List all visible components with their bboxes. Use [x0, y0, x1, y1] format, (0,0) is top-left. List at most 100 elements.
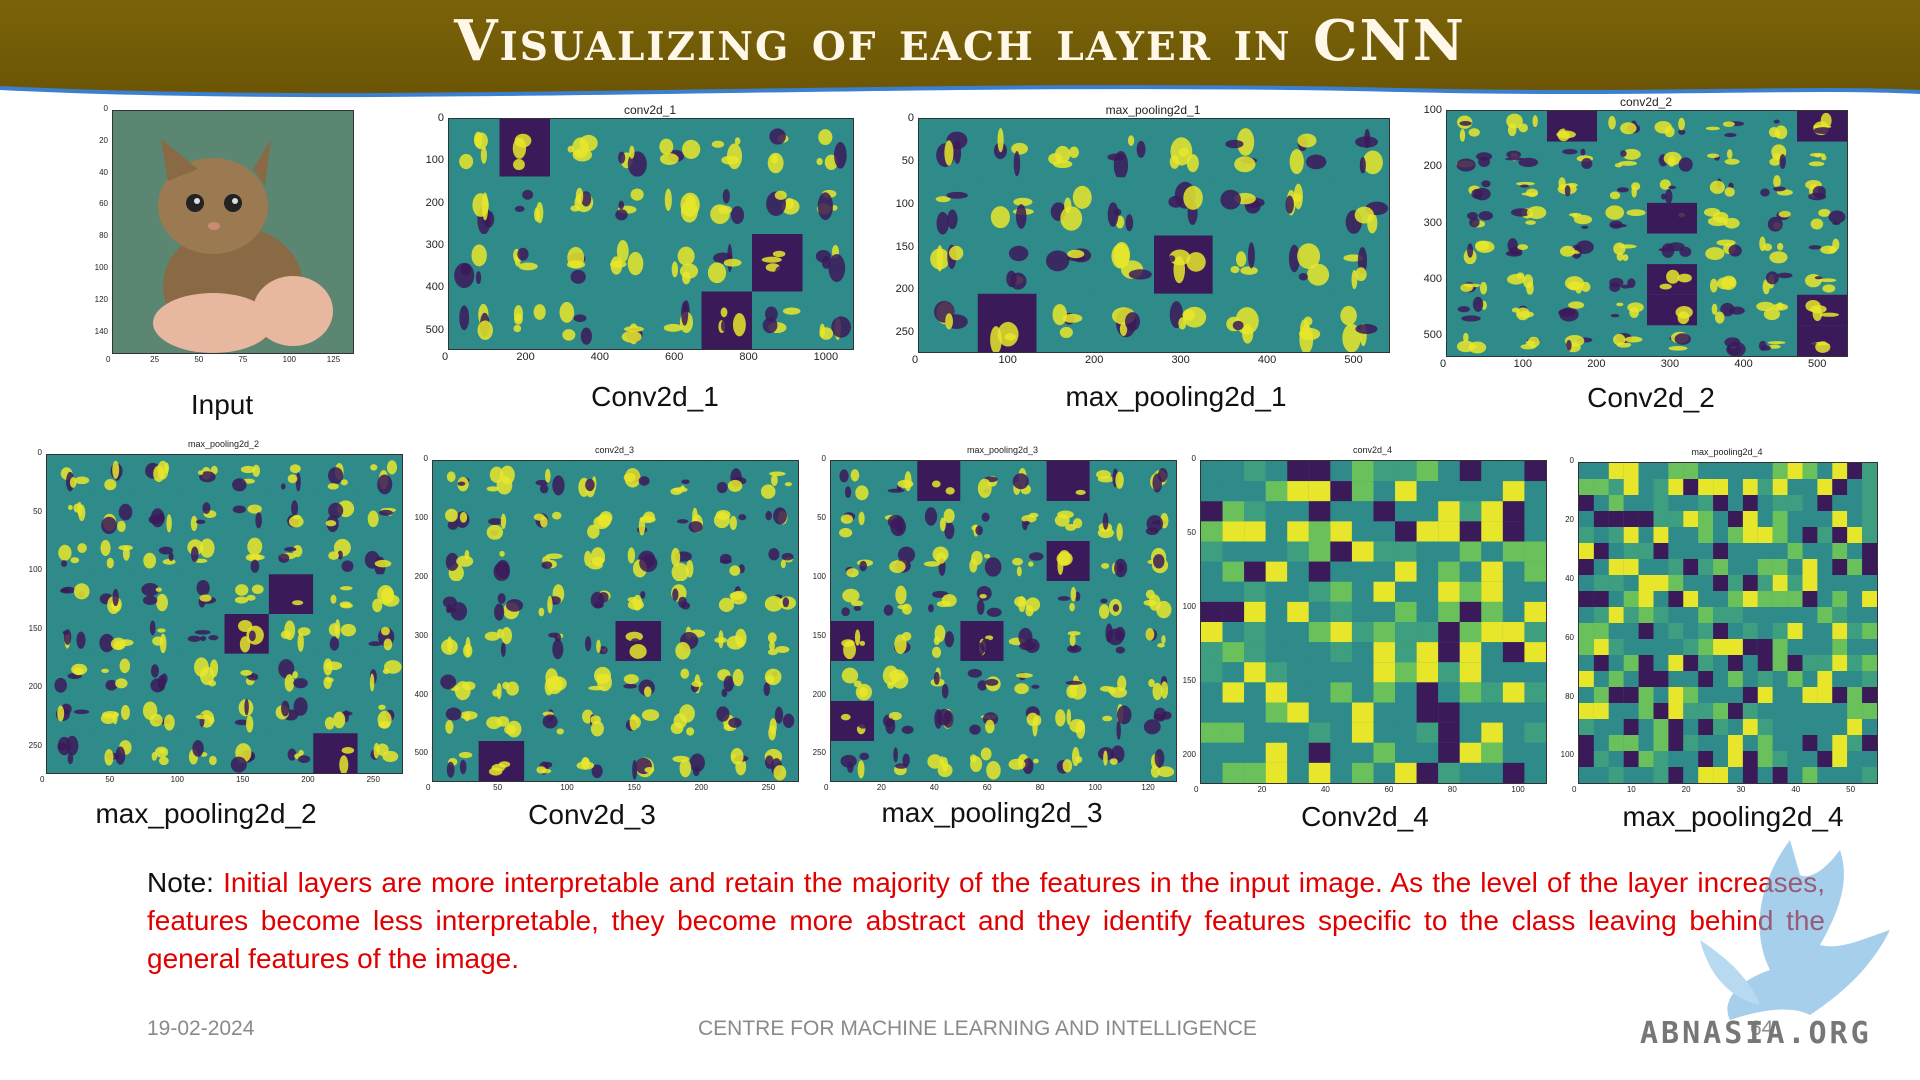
- feature-map-cell: [1817, 639, 1833, 655]
- feature-map-cell: [1638, 495, 1654, 511]
- feature-activation: [1152, 473, 1162, 493]
- feature-map-cell: [1742, 751, 1758, 767]
- feature-activation: [1473, 187, 1491, 201]
- x-tick-label: 300: [1171, 354, 1190, 366]
- feature-activation: [730, 206, 745, 225]
- feature-map-cell: [1817, 527, 1833, 543]
- feature-map-cell: [1817, 607, 1833, 623]
- feature-activation: [1355, 324, 1378, 334]
- plot-title: conv2d_3: [594, 445, 635, 455]
- feature-map-cell: [1832, 591, 1848, 607]
- feature-map-cell: [1728, 543, 1743, 559]
- feature-map-cell: [1683, 527, 1699, 543]
- feature-activation: [486, 524, 504, 540]
- feature-map-cell: [1638, 623, 1654, 639]
- feature-activation: [1067, 644, 1082, 653]
- feature-activation: [541, 561, 553, 569]
- feature-map-cell: [1395, 682, 1417, 703]
- feature-map-cell: [1351, 581, 1374, 602]
- x-tick-label: 100: [1088, 783, 1102, 792]
- feature-map-cell: [1802, 671, 1818, 687]
- feature-map-cell: [1244, 702, 1266, 723]
- feature-activation: [1023, 520, 1030, 525]
- feature-map-cell: [1713, 607, 1728, 623]
- feature-activation: [587, 524, 600, 539]
- feature-activation: [840, 754, 857, 768]
- feature-activation: [1812, 306, 1823, 322]
- feature-activation: [782, 713, 795, 728]
- feature-activation: [1506, 150, 1522, 159]
- y-tick-label: 200: [28, 682, 42, 692]
- feature-map-cell: [1817, 591, 1833, 607]
- feature-map-cell: [1787, 511, 1803, 527]
- y-tick-label: 400: [1423, 273, 1442, 286]
- feature-activation: [590, 591, 605, 609]
- feature-map-cell: [1373, 642, 1396, 663]
- y-tick-label: 200: [1423, 160, 1442, 173]
- feature-map-cell: [449, 291, 500, 349]
- feature-activation: [1626, 209, 1646, 217]
- feature-activation: [1461, 315, 1481, 322]
- feature-activation: [1726, 149, 1733, 160]
- feature-map-cell: [1330, 682, 1352, 703]
- feature-map-cell: [1287, 702, 1309, 723]
- feature-activation: [547, 595, 553, 614]
- feature-map-cell: [1683, 703, 1699, 719]
- feature-activation: [764, 668, 782, 686]
- feature-map-cell: [1003, 661, 1047, 701]
- feature-activation: [570, 269, 586, 284]
- feature-activation: [374, 559, 392, 568]
- feature-map-cell: [1653, 639, 1669, 655]
- feature-activation: [859, 752, 870, 761]
- feature-map-cell: [1638, 639, 1654, 655]
- feature-map-cell: [1579, 687, 1594, 703]
- feature-map-cell: [1308, 662, 1331, 683]
- feature-activation: [446, 761, 455, 778]
- plot-title: max_pooling2d_3: [966, 445, 1039, 455]
- feature-activation: [902, 753, 910, 767]
- feature-activation: [692, 765, 700, 777]
- feature-activation: [104, 749, 114, 766]
- feature-activation: [718, 205, 732, 215]
- feature-activation: [239, 636, 251, 653]
- feature-map-cell: [1593, 527, 1609, 543]
- feature-map-cell: [1351, 622, 1374, 643]
- feature-activation: [292, 600, 304, 606]
- feature-map-cell: [1638, 671, 1654, 687]
- feature-activation: [192, 740, 204, 757]
- feature-activation: [293, 678, 308, 689]
- feature-map-cell: [1817, 719, 1833, 735]
- feature-map-cell: [1244, 642, 1266, 663]
- feature-map-cell: [1481, 521, 1503, 542]
- feature-activation: [775, 646, 790, 653]
- feature-map-cell: [1668, 735, 1684, 751]
- feature-map-cell: [1502, 501, 1525, 522]
- feature-map-cell: [1623, 527, 1639, 543]
- feature-map-cell: [1668, 687, 1684, 703]
- feature-map-cell: [1287, 682, 1309, 703]
- feature-activation: [463, 711, 471, 722]
- feature-activation: [329, 636, 340, 651]
- feature-activation: [1161, 711, 1172, 720]
- feature-activation: [1810, 218, 1824, 230]
- x-tick-label: 0: [40, 775, 45, 784]
- feature-activation: [831, 316, 851, 338]
- y-tick-label: 60: [99, 199, 108, 209]
- feature-map-cell: [1757, 527, 1773, 543]
- feature-activation: [678, 596, 687, 608]
- feature-activation: [1055, 709, 1066, 727]
- feature-activation: [567, 246, 585, 269]
- feature-map-cell: [1802, 703, 1818, 719]
- feature-map-grid: [46, 454, 403, 774]
- feature-activation: [278, 659, 295, 679]
- feature-map-cell: [1698, 623, 1714, 639]
- feature-activation: [596, 673, 606, 682]
- feature-map-cell: [1683, 495, 1699, 511]
- feature-map-cell: [180, 494, 225, 535]
- feature-map-cell: [1698, 655, 1714, 671]
- feature-map-cell: [1046, 581, 1090, 621]
- feature-map-cell: [1623, 559, 1639, 575]
- feature-activation: [143, 552, 157, 569]
- feature-map-cell: [1438, 742, 1460, 763]
- feature-activation: [456, 555, 474, 567]
